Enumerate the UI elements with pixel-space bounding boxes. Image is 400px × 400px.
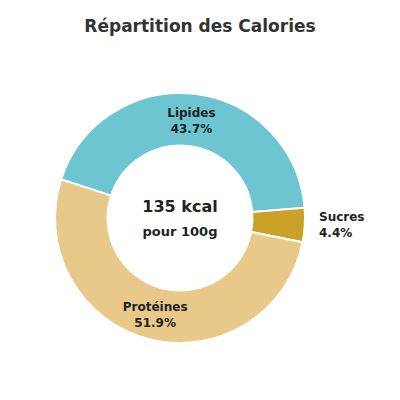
slice-label: Lipides xyxy=(167,106,215,120)
annotation: pour 100g xyxy=(143,224,218,239)
slice-label: Protéines xyxy=(123,300,188,314)
slice-label: Sucres xyxy=(319,210,365,224)
data-label: 4.4% xyxy=(319,226,352,240)
slice xyxy=(55,179,303,343)
slices xyxy=(55,93,305,343)
title: Répartition des Calories xyxy=(84,16,315,36)
center-text: 135 kcal pour 100g xyxy=(142,197,217,239)
annotation: 135 kcal xyxy=(142,197,217,216)
chart-container: Répartition des Calories Lipides 43.7% Sucr… xyxy=(0,0,400,400)
data-label: 43.7% xyxy=(171,122,213,136)
data-label: 51.9% xyxy=(134,316,176,330)
slice-labels: Lipides 43.7% Sucres 4.4% Protéines 51.9% xyxy=(123,106,365,330)
chart: Répartition des Calories Lipides 43.7% Sucr… xyxy=(0,0,400,400)
